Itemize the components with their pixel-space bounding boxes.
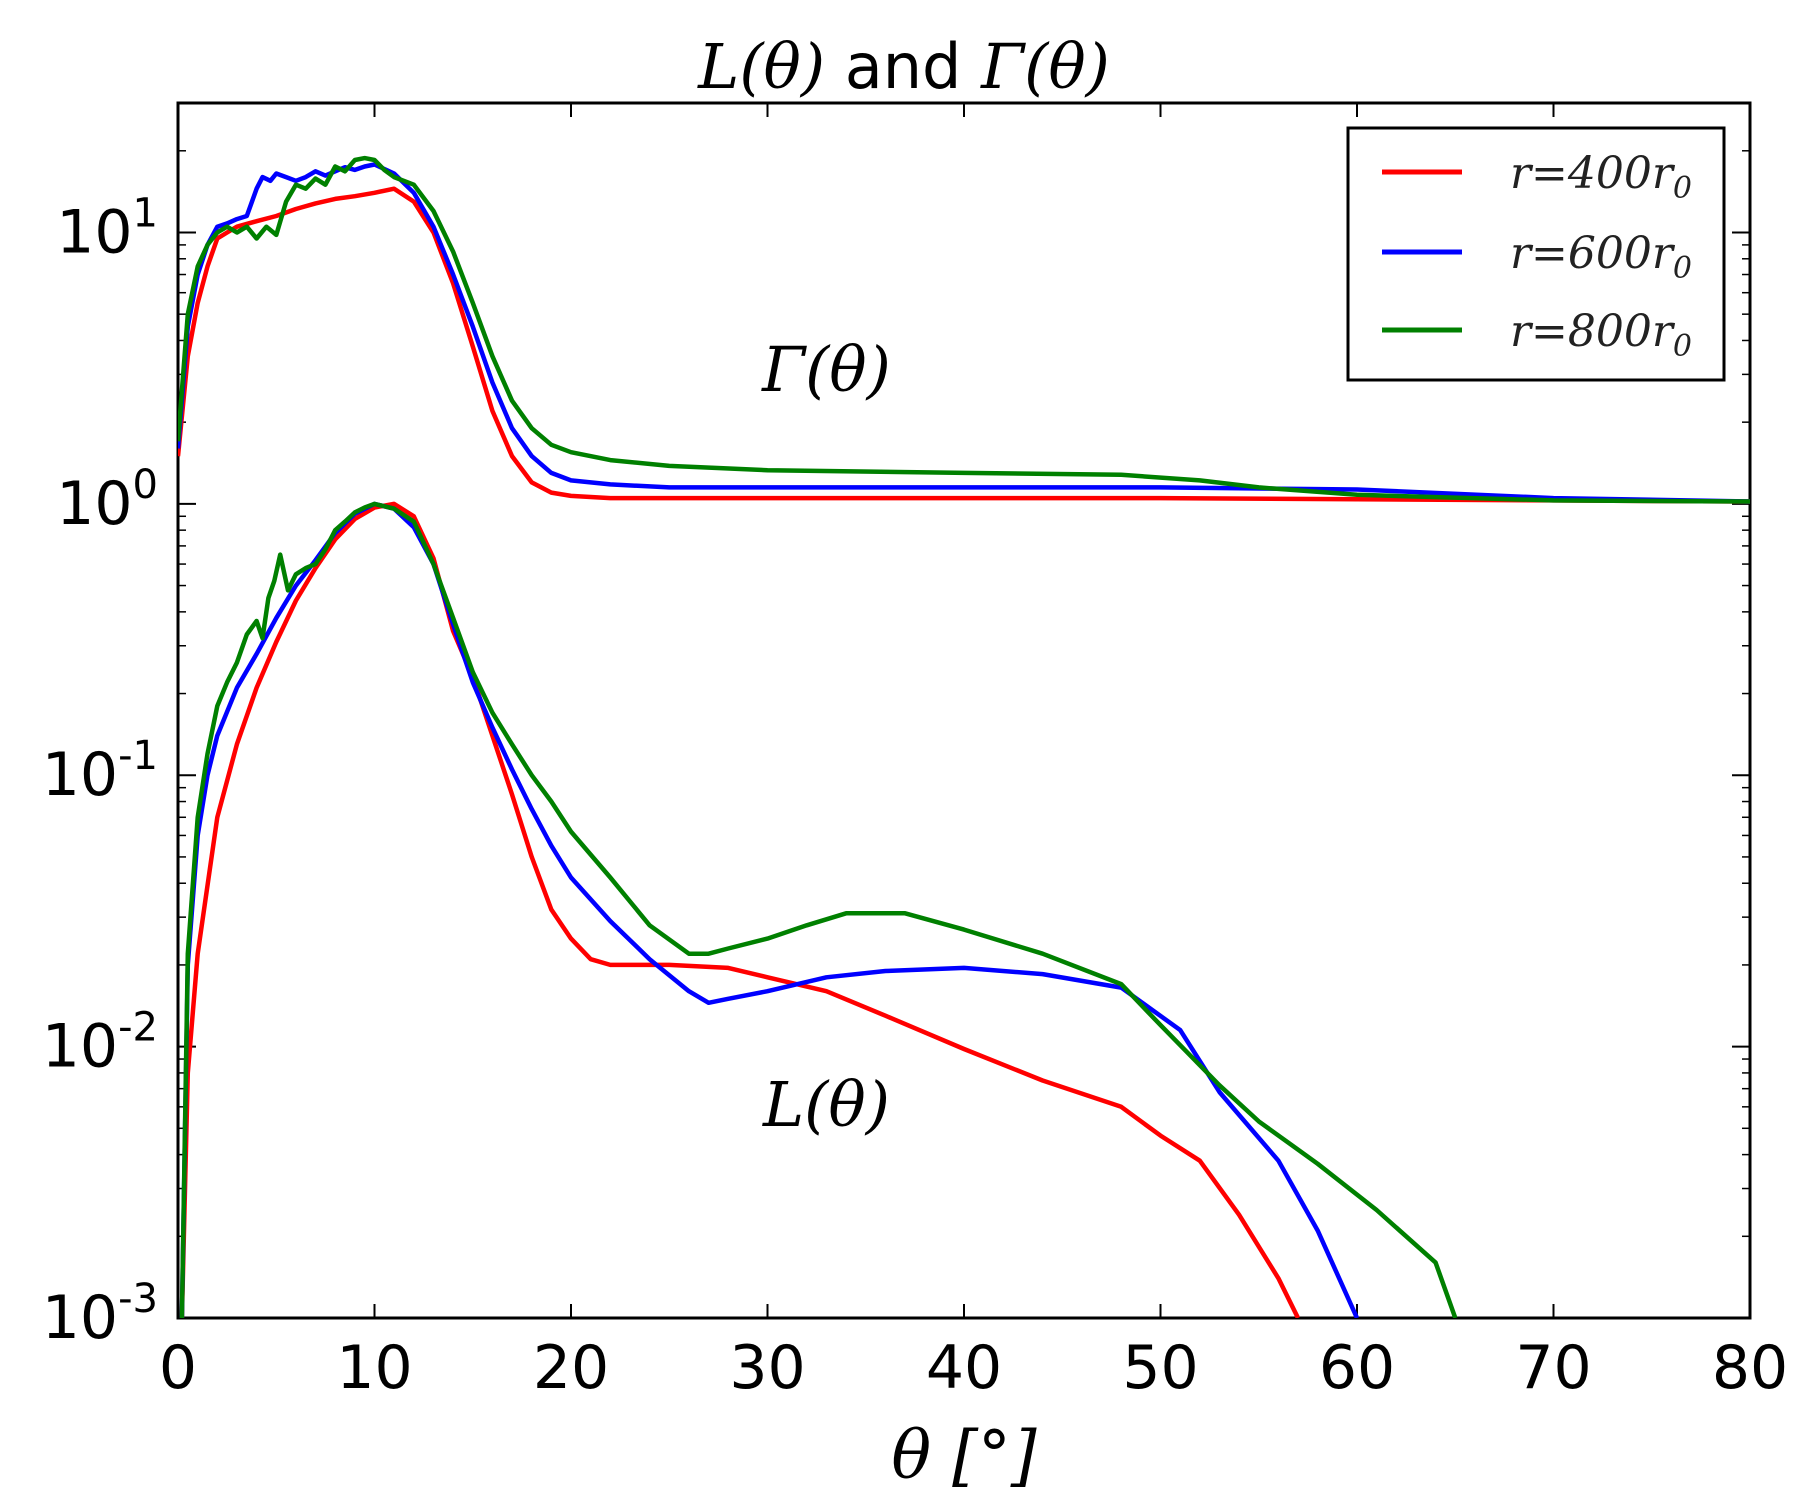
x-axis-label: θ [°] [891, 1417, 1036, 1494]
legend-label-r600: r=600r0 [1510, 228, 1692, 286]
y-tick-label: 10-1 [42, 733, 158, 810]
series-layer [178, 155, 1750, 1318]
y-tick-label: 10-3 [42, 1276, 158, 1353]
annotation-gamma: Γ(θ) [761, 333, 891, 406]
x-tick-label: 10 [336, 1333, 412, 1403]
x-tick-label: 50 [1122, 1333, 1198, 1403]
legend-label-r800: r=800r0 [1510, 306, 1692, 364]
x-tick-label: 40 [926, 1333, 1002, 1403]
y-tick-label: 100 [56, 462, 158, 539]
x-tick-label: 0 [159, 1333, 197, 1403]
annotation-luminosity: L(θ) [762, 1068, 890, 1141]
x-tick-label: 20 [533, 1333, 609, 1403]
series-line-gamma-r600r0 [178, 162, 1750, 504]
legend: r=400r0 r=600r0 r=800r0 [1346, 126, 1726, 382]
x-tick-label: 70 [1515, 1333, 1591, 1403]
x-tick-label: 80 [1712, 1333, 1788, 1403]
chart-title-left: L(θ) [697, 30, 825, 103]
chart-title-right: Γ(θ) [980, 30, 1110, 103]
x-axis-ticks: 0 10 20 30 40 50 60 70 80 [159, 103, 1788, 1403]
chart-title: L(θ) and Γ(θ) [697, 30, 1110, 103]
series-line-luminosity-r600r0 [179, 501, 1360, 1318]
series-line-gamma-r800r0 [178, 155, 1750, 504]
series-line-luminosity-r400r0 [179, 501, 1301, 1318]
x-tick-label: 30 [729, 1333, 805, 1403]
series-line-gamma-r400r0 [178, 186, 1750, 504]
series-line-luminosity-r800r0 [179, 501, 1458, 1318]
x-tick-label: 60 [1319, 1333, 1395, 1403]
legend-label-r400: r=400r0 [1510, 148, 1692, 206]
y-tick-label: 101 [56, 190, 158, 267]
y-tick-label: 10-2 [42, 1005, 158, 1082]
chart-title-middle: and [825, 30, 981, 103]
